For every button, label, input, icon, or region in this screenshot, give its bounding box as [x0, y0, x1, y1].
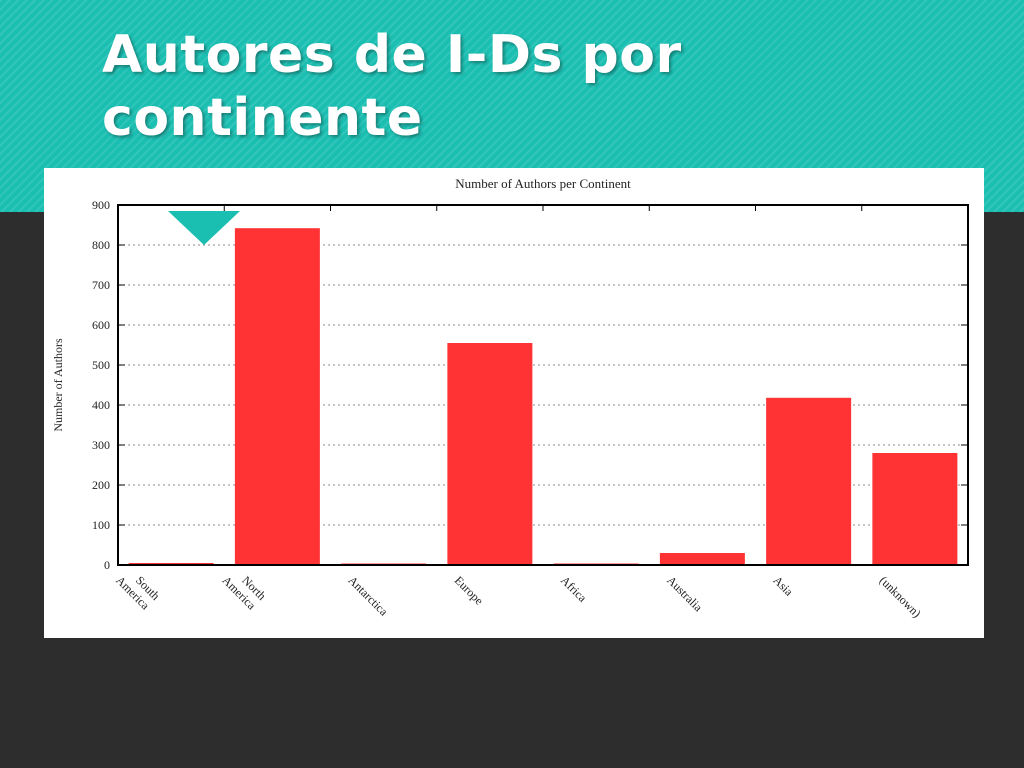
y-tick-label: 600	[92, 318, 110, 332]
bar-chart: Number of Authors per Continent Number o…	[51, 176, 969, 620]
y-tick-label: 0	[104, 558, 110, 572]
bar-6	[766, 397, 852, 565]
x-tick-label: Africa	[558, 573, 590, 605]
y-tick-label: 300	[92, 438, 110, 452]
bar-1	[234, 228, 320, 565]
y-axis-ticks: 0 100 200 300 400 500 600 700 800 900	[92, 198, 968, 572]
chart-title: Number of Authors per Continent	[455, 176, 631, 191]
x-tick-label: Europe	[452, 573, 486, 607]
plot-frame	[117, 204, 969, 566]
x-tick-label: Asia	[771, 573, 797, 599]
y-tick-label: 900	[92, 198, 110, 212]
x-tick-label: Australia	[664, 573, 705, 614]
y-tick-label: 800	[92, 238, 110, 252]
x-tick-label: Antarctica	[346, 573, 392, 619]
y-tick-label: 200	[92, 478, 110, 492]
y-tick-label: 400	[92, 398, 110, 412]
x-tick-label: SouthAmerica	[113, 563, 163, 613]
bars	[128, 228, 958, 565]
y-tick-label: 500	[92, 358, 110, 372]
slide-title: Autores de I-Ds por continente	[102, 25, 682, 148]
y-tick-label: 700	[92, 278, 110, 292]
header-notch	[168, 211, 240, 245]
chart-panel: Number of Authors per Continent Number o…	[44, 168, 984, 638]
bar-3	[447, 343, 533, 565]
x-tick-label: (unknown)	[877, 573, 924, 620]
y-tick-label: 100	[92, 518, 110, 532]
x-tick-label: NorthAmerica	[219, 563, 268, 612]
bar-5	[659, 553, 745, 565]
y-axis-label: Number of Authors	[51, 338, 65, 432]
bar-7	[872, 453, 958, 565]
